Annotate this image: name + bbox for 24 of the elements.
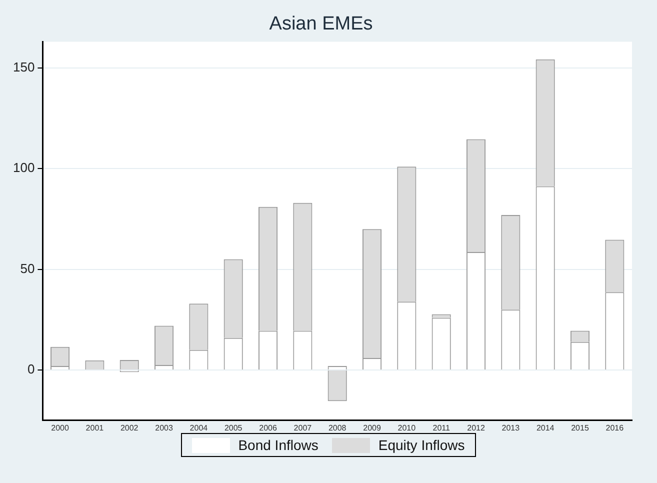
x-tick-label: 2010	[398, 423, 416, 432]
x-tick-label: 2004	[190, 423, 208, 432]
x-tick-label: 2014	[536, 423, 555, 432]
x-tick-label: 2012	[467, 423, 486, 432]
legend-label: Equity Inflows	[378, 437, 465, 453]
chart-title: Asian EMEs	[269, 14, 373, 35]
x-tick-label: 2005	[224, 423, 243, 432]
x-tick-label: 2008	[328, 423, 347, 432]
legend-label: Bond Inflows	[238, 437, 318, 453]
x-tick-label: 2011	[432, 423, 450, 432]
x-tick-label: 2009	[363, 423, 382, 432]
x-tick-label: 2000	[51, 423, 70, 432]
x-tick-label: 2016	[606, 423, 624, 432]
y-tick-label: 50	[20, 260, 35, 276]
x-tick-label: 2013	[502, 423, 520, 432]
x-tick-label: 2003	[155, 423, 174, 432]
x-tick-label: 2002	[120, 423, 139, 432]
y-tick-label: 150	[12, 60, 35, 75]
y-tick-label: 0	[27, 362, 35, 377]
x-tick-label: 2006	[259, 423, 278, 432]
y-tick-label: 100	[12, 160, 35, 176]
x-tick-label: 2001	[86, 423, 104, 432]
x-tick-label: 2007	[294, 423, 312, 432]
x-tick-label: 2015	[571, 423, 590, 432]
